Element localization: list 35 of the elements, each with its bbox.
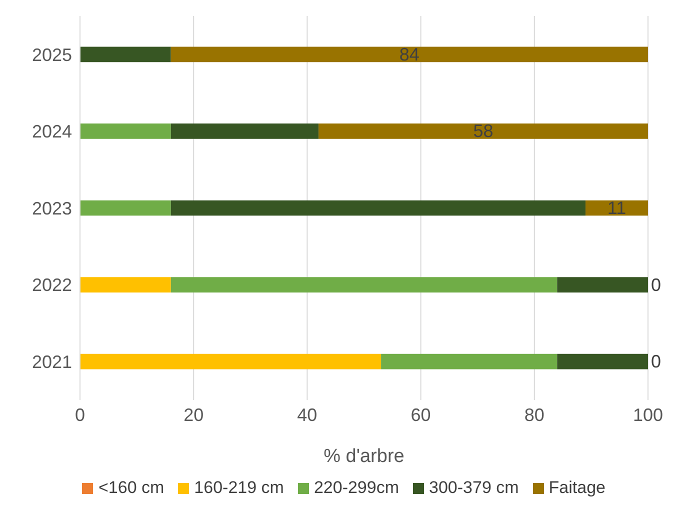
x-tick-label: 100: [632, 404, 664, 425]
bar: [80, 124, 171, 139]
y-tick-label: 2021: [32, 352, 72, 372]
legend-label: 220-299cm: [314, 478, 400, 498]
x-tick-label: 60: [410, 404, 431, 425]
legend-label: 300-379 cm: [429, 478, 519, 498]
legend-label: <160 cm: [98, 478, 164, 498]
bar: [170, 124, 319, 139]
bar: [80, 277, 171, 292]
bar: [170, 200, 586, 216]
y-tick-label: 2023: [32, 198, 72, 218]
legend-label: 160-219 cm: [194, 478, 284, 498]
bar: [170, 277, 558, 292]
x-axis-title: % d'arbre: [324, 446, 404, 467]
x-tick-label: 0: [74, 404, 86, 425]
data-label: 11: [607, 198, 626, 218]
bar: [80, 354, 382, 370]
x-tick-label: 40: [297, 404, 318, 425]
legend-label: Faitage: [548, 478, 606, 498]
bar: [170, 46, 648, 62]
data-label: 0: [651, 274, 662, 295]
data-label: 58: [473, 121, 494, 142]
bar: [80, 46, 171, 62]
y-tick-label: 2022: [32, 275, 72, 296]
x-tick-label: 20: [184, 404, 204, 425]
y-tick-label: 2024: [32, 122, 72, 142]
x-tick-label: 80: [524, 404, 544, 425]
bar: [557, 354, 648, 370]
data-label: 0: [651, 352, 662, 372]
y-tick-label: 2025: [32, 44, 72, 65]
bar: [557, 277, 648, 292]
bar: [381, 354, 558, 370]
bar: [80, 200, 171, 216]
data-label: 84: [399, 44, 420, 64]
bar: [318, 124, 648, 139]
